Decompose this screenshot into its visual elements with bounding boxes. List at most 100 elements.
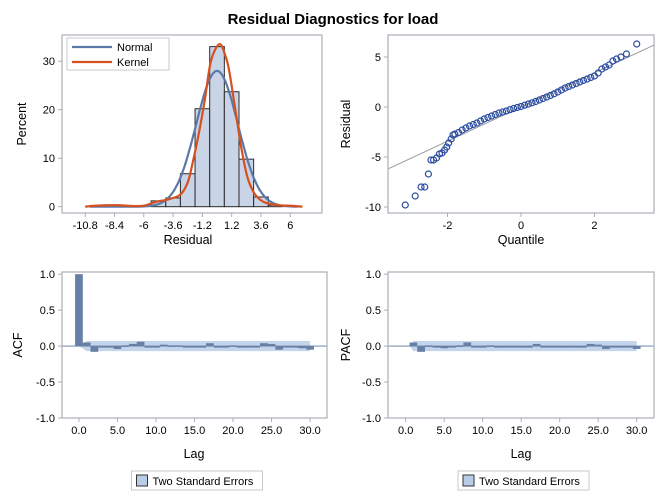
histogram-plot-frame xyxy=(61,34,323,214)
qq-point xyxy=(535,96,543,104)
histogram-bar xyxy=(223,91,240,208)
acf-bar xyxy=(105,346,114,348)
qq-point xyxy=(499,108,507,116)
pacf-bar xyxy=(471,346,479,348)
acf-bar xyxy=(213,346,222,348)
qq-point xyxy=(550,90,558,98)
qq-point xyxy=(557,86,566,94)
pacf-bar xyxy=(555,346,564,348)
acf-xtick-label: 30.0 xyxy=(299,425,320,437)
qq-point xyxy=(601,63,610,71)
qq-point xyxy=(568,81,577,89)
pacf-bar xyxy=(494,346,502,348)
qq-point xyxy=(524,100,532,108)
acf-ytick-label: -1.0 xyxy=(36,413,55,425)
histogram-legend xyxy=(66,37,170,71)
qq-xlabel: Quantile xyxy=(498,233,545,247)
pacf-legend-label: Two Standard Errors xyxy=(479,476,580,488)
histogram-xtick-label: -1.2 xyxy=(193,220,212,232)
pacf-bar xyxy=(617,346,626,348)
acf-legend xyxy=(131,470,263,491)
pacf-bar xyxy=(594,344,603,347)
pacf-bar xyxy=(525,346,533,348)
pacf-bar xyxy=(609,346,618,348)
histogram-xtick-label: -10.8 xyxy=(73,220,98,232)
pacf-xtick-label: 5.0 xyxy=(437,425,452,437)
qq-point xyxy=(617,53,625,61)
pacf-plot-frame xyxy=(387,271,655,419)
histogram-xtick-label: -8.4 xyxy=(105,220,124,232)
qq-point xyxy=(469,120,477,129)
kernel-density-curve xyxy=(85,43,303,208)
pacf-ytick-label: 0.5 xyxy=(366,305,381,317)
pacf-bar xyxy=(501,346,510,348)
pacf-ytick-label: -1.0 xyxy=(362,413,381,425)
acf-ytick-label: -0.5 xyxy=(36,377,55,389)
qq-point xyxy=(484,113,492,122)
qq-point xyxy=(543,93,551,101)
acf-xlabel: Lag xyxy=(184,447,205,461)
pacf-xtick-label: 25.0 xyxy=(587,425,608,437)
qq-point xyxy=(572,79,580,88)
acf-bar xyxy=(221,346,230,348)
qq-point xyxy=(465,122,474,130)
legend-normal-label: Normal xyxy=(117,42,152,54)
histogram-ytick-label: 0 xyxy=(49,202,55,214)
acf-legend-label: Two Standard Errors xyxy=(153,476,254,488)
qq-point xyxy=(633,40,641,48)
acf-bar xyxy=(236,346,245,348)
pacf-legend xyxy=(457,470,590,491)
qq-point xyxy=(521,101,529,109)
pacf-bar xyxy=(509,346,518,348)
acf-xtick-label: 5.0 xyxy=(110,425,125,437)
pacf-bar xyxy=(602,346,610,349)
qq-point xyxy=(447,135,455,143)
histogram-xtick-label: 6 xyxy=(287,220,293,232)
pacf-ytick-label: 1.0 xyxy=(366,269,381,281)
qq-point xyxy=(579,76,588,85)
pacf-bar xyxy=(440,346,449,349)
acf-ytick-label: 0.0 xyxy=(40,341,55,353)
qq-point xyxy=(476,117,485,125)
acf-xtick-label: 0.0 xyxy=(71,425,86,437)
pacf-ytick-label: -0.5 xyxy=(362,377,381,389)
qq-point xyxy=(480,115,488,123)
qq-point xyxy=(462,124,470,132)
histogram-ytick-label: 30 xyxy=(43,56,55,68)
qq-point xyxy=(622,50,631,58)
pacf-xlabel: Lag xyxy=(511,447,532,461)
acf-ytick-label: 0.5 xyxy=(40,305,55,317)
qq-point xyxy=(583,75,591,83)
acf-bar xyxy=(267,343,276,347)
acf-bar xyxy=(306,346,314,350)
acf-bar xyxy=(198,346,207,348)
histogram-bar xyxy=(253,196,269,208)
acf-bar xyxy=(144,346,153,348)
qq-point xyxy=(565,82,573,91)
qq-point xyxy=(561,84,569,92)
pacf-bar xyxy=(517,346,526,348)
qq-point xyxy=(421,183,429,191)
normal-density-curve xyxy=(90,69,298,208)
acf-bar xyxy=(175,345,183,347)
qq-point xyxy=(458,126,466,134)
qq-point xyxy=(576,78,584,86)
qq-ylabel: Residual xyxy=(339,100,353,149)
histogram-ytick-label: 10 xyxy=(43,153,55,165)
pacf-bar xyxy=(548,346,556,348)
acf-bar xyxy=(259,343,268,347)
pacf-xtick-label: 20.0 xyxy=(549,425,570,437)
hist-xlabel: Residual xyxy=(164,233,213,247)
chart-title: Residual Diagnostics for load xyxy=(228,11,439,28)
histogram-ytick-label: 20 xyxy=(43,105,55,117)
qq-point xyxy=(473,119,481,127)
pacf-legend-swatch xyxy=(462,474,475,487)
acf-bar xyxy=(190,346,199,348)
histogram-xtick-label: 3.6 xyxy=(253,220,268,232)
qq-point xyxy=(443,143,451,151)
acf-xtick-label: 10.0 xyxy=(145,425,166,437)
acf-xtick-label: 25.0 xyxy=(261,425,282,437)
pacf-bar xyxy=(563,346,572,348)
